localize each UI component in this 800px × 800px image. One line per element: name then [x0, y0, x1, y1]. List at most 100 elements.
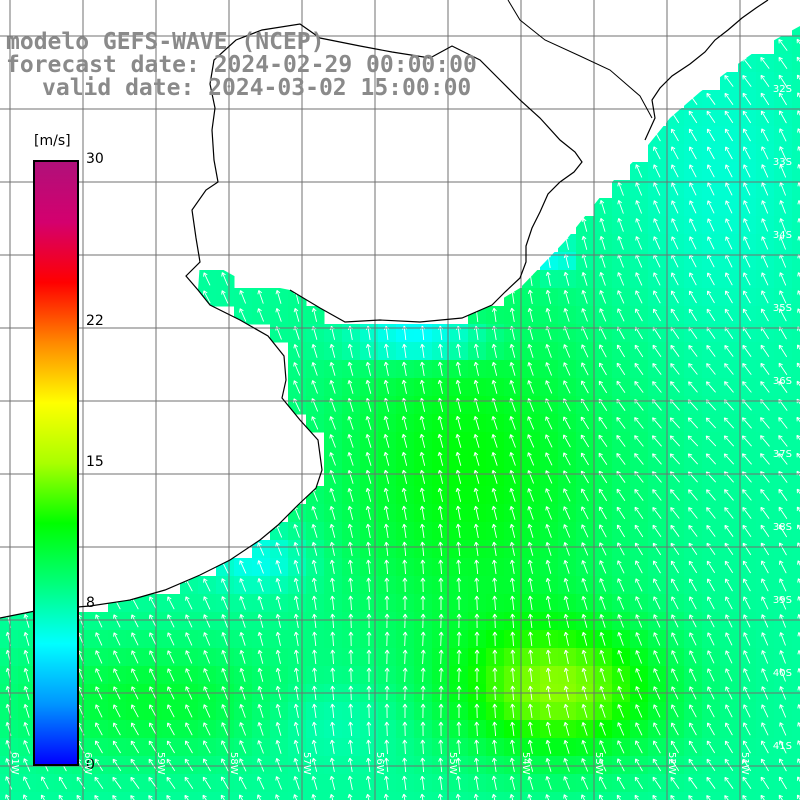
wind-arrow — [166, 758, 176, 772]
wind-arrow — [617, 668, 624, 682]
wind-arrow — [203, 614, 211, 628]
wind-speed-cell — [270, 792, 289, 800]
wind-arrow — [509, 416, 516, 430]
wind-arrow — [347, 523, 353, 538]
wind-arrow — [293, 631, 299, 646]
wind-arrow — [347, 541, 353, 556]
wind-speed-cell — [792, 216, 800, 235]
wind-arrow — [671, 146, 679, 160]
wind-arrow — [581, 506, 589, 520]
wind-arrow — [761, 182, 769, 196]
wind-arrow — [437, 793, 443, 800]
wind-arrow — [438, 613, 444, 629]
wind-arrow — [563, 488, 571, 502]
wind-arrow — [725, 182, 733, 196]
wind-arrow — [689, 668, 697, 682]
wind-arrow — [329, 505, 336, 520]
wind-arrow — [401, 505, 407, 520]
wind-arrow — [383, 505, 389, 520]
wind-arrow — [383, 433, 390, 448]
wind-arrow — [707, 200, 715, 214]
wind-arrow — [329, 793, 335, 800]
wind-arrow — [456, 721, 462, 737]
wind-arrow — [635, 236, 643, 250]
wind-arrow — [311, 343, 318, 358]
wind-arrow — [778, 380, 788, 393]
wind-arrow — [456, 595, 462, 611]
wind-arrow — [761, 236, 769, 250]
wind-arrow — [634, 417, 644, 429]
wind-arrow — [167, 596, 175, 610]
wind-arrow — [383, 523, 389, 538]
wind-arrow — [473, 775, 479, 790]
wind-arrow — [599, 272, 606, 286]
wind-arrow — [330, 721, 335, 736]
wind-arrow — [545, 488, 553, 502]
wind-arrow — [474, 649, 480, 665]
wind-arrow — [474, 739, 480, 755]
wind-arrow — [456, 541, 462, 557]
wind-arrow — [778, 524, 788, 538]
wind-arrow — [239, 740, 247, 754]
wind-arrow — [184, 776, 194, 790]
wind-arrow — [760, 74, 770, 87]
wind-arrow — [491, 434, 498, 448]
wind-arrow — [761, 668, 769, 682]
wind-arrow — [725, 614, 733, 628]
wind-arrow — [760, 362, 770, 375]
wind-arrow — [742, 542, 752, 556]
wind-arrow — [598, 380, 608, 394]
wind-arrow — [779, 632, 786, 646]
wind-arrow — [724, 74, 734, 87]
wind-arrow — [563, 271, 570, 286]
wind-arrow — [634, 794, 639, 800]
wind-arrow — [474, 703, 480, 719]
wind-arrow — [634, 380, 644, 393]
wind-arrow — [688, 740, 697, 754]
wind-arrow — [779, 218, 786, 232]
wind-arrow — [221, 740, 229, 754]
wind-arrow — [707, 650, 715, 664]
wind-arrow — [95, 722, 103, 736]
wind-arrow — [419, 505, 425, 520]
wind-arrow — [545, 739, 552, 754]
wind-arrow — [293, 362, 301, 376]
wind-arrow — [23, 794, 28, 800]
wind-arrow — [616, 794, 622, 800]
wind-arrow — [797, 236, 800, 242]
wind-arrow — [5, 758, 12, 772]
wind-arrow — [616, 488, 626, 502]
legend-tick-label: 22 — [86, 312, 104, 329]
wind-arrow — [761, 560, 769, 574]
wind-arrow — [671, 236, 679, 250]
wind-arrow — [185, 722, 193, 736]
wind-arrow — [545, 289, 552, 304]
wind-arrow — [130, 758, 140, 772]
wind-arrow — [220, 794, 226, 800]
wind-arrow — [581, 722, 588, 736]
wind-arrow — [652, 542, 662, 556]
wind-arrow — [5, 794, 10, 800]
wind-speed-cell — [792, 144, 800, 163]
wind-arrow — [545, 380, 553, 394]
wind-arrow — [724, 308, 734, 322]
wind-arrow — [545, 541, 552, 556]
wind-arrow — [384, 649, 390, 665]
wind-arrow — [741, 453, 752, 465]
wind-arrow — [528, 613, 533, 628]
wind-arrow — [598, 452, 608, 466]
legend-unit: [m/s] — [34, 133, 71, 149]
wind-arrow — [401, 487, 407, 502]
wind-arrow — [239, 649, 246, 664]
wind-arrow — [670, 507, 680, 519]
wind-arrow — [687, 453, 699, 465]
wind-arrow — [257, 595, 264, 610]
wind-arrow — [221, 704, 229, 718]
forecast-date: forecast date: 2024-02-29 00:00:00 — [6, 52, 477, 78]
wind-arrow — [455, 451, 462, 466]
wind-arrow — [203, 722, 211, 736]
wind-arrow — [724, 363, 734, 375]
wind-arrow — [293, 703, 299, 718]
wind-arrow — [581, 667, 588, 682]
wind-arrow — [293, 577, 300, 592]
